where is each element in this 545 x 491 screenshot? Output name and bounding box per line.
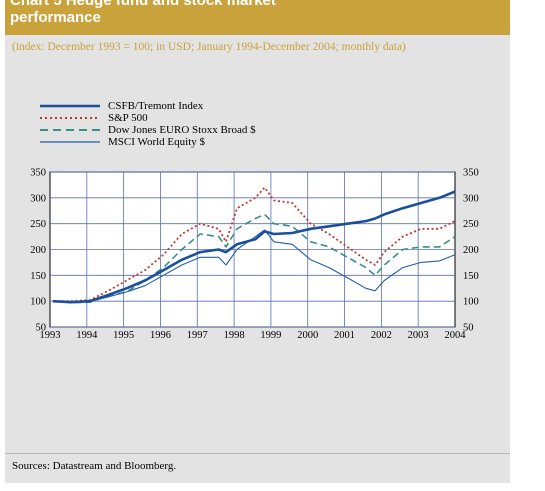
x-tick-1998: 1998 [224, 330, 245, 341]
legend-swatch-msci [40, 141, 100, 143]
legend-swatch-csfb [40, 104, 100, 108]
chart-subtitle: (index: December 1993 = 100; in USD; Jan… [12, 41, 406, 53]
y-axis-right: 50 100 150 200 250 300 350 [463, 168, 479, 334]
x-tick-1999: 1999 [260, 330, 281, 341]
title-bar: Chart 5 Hedge fund and stock market perf… [5, 0, 510, 35]
x-tick-1994: 1994 [76, 330, 98, 341]
series-line-3 [52, 229, 456, 304]
chart-title: Chart 5 Hedge fund and stock market perf… [10, 0, 505, 26]
x-tick-2002: 2002 [371, 330, 392, 341]
y-axis-left: 50 100 150 200 250 300 350 [30, 168, 46, 334]
y-tick-left-50: 50 [36, 323, 47, 334]
legend-label-msci: MSCI World Equity $ [108, 136, 206, 148]
x-tick-2003: 2003 [408, 330, 429, 341]
sources-note: Sources: Datastream and Bloomberg. [12, 460, 177, 472]
legend-label-sp500: S&P 500 [108, 112, 148, 124]
series-layer [52, 186, 456, 304]
x-tick-2000: 2000 [297, 330, 318, 341]
y-tick-right-150: 150 [463, 271, 479, 282]
y-tick-right-100: 100 [463, 297, 479, 308]
y-tick-left-350: 350 [30, 168, 46, 179]
x-tick-1993: 1993 [40, 330, 61, 341]
y-tick-right-350: 350 [463, 168, 479, 179]
y-tick-left-300: 300 [30, 193, 46, 204]
y-tick-left-100: 100 [30, 297, 46, 308]
grid [50, 171, 455, 328]
title-line-2: performance [10, 9, 101, 26]
legend-swatch-eurostoxx [40, 129, 100, 131]
series-line-2 [52, 213, 456, 304]
y-tick-right-200: 200 [463, 245, 479, 256]
title-line-1: Chart 5 Hedge fund and stock market [10, 0, 276, 9]
series-line-0 [52, 190, 456, 304]
y-tick-right-50: 50 [463, 323, 474, 334]
y-tick-left-150: 150 [30, 271, 46, 282]
x-tick-2004: 2004 [445, 330, 467, 341]
chart-panel: Chart 5 Hedge fund and stock market perf… [5, 0, 510, 483]
x-axis: 1993 1994 1995 1996 1997 1998 1999 2000 2001 2002… [40, 330, 467, 341]
legend-swatch-sp500 [40, 117, 100, 119]
y-tick-left-250: 250 [30, 219, 46, 230]
legend-label-csfb: CSFB/Tremont Index [108, 100, 204, 112]
y-tick-right-300: 300 [463, 193, 479, 204]
series-line-1 [52, 186, 456, 303]
x-tick-1996: 1996 [150, 330, 171, 341]
x-tick-1997: 1997 [187, 330, 208, 341]
y-tick-right-250: 250 [463, 219, 479, 230]
y-tick-left-200: 200 [30, 245, 46, 256]
divider [5, 453, 510, 454]
x-tick-1995: 1995 [113, 330, 134, 341]
x-tick-2001: 2001 [334, 330, 355, 341]
line-chart: 50 100 150 200 250 300 350 50 100 150 200 250 300 35… [30, 168, 479, 342]
legend-label-eurostoxx: Dow Jones EURO Stoxx Broad $ [108, 124, 256, 136]
